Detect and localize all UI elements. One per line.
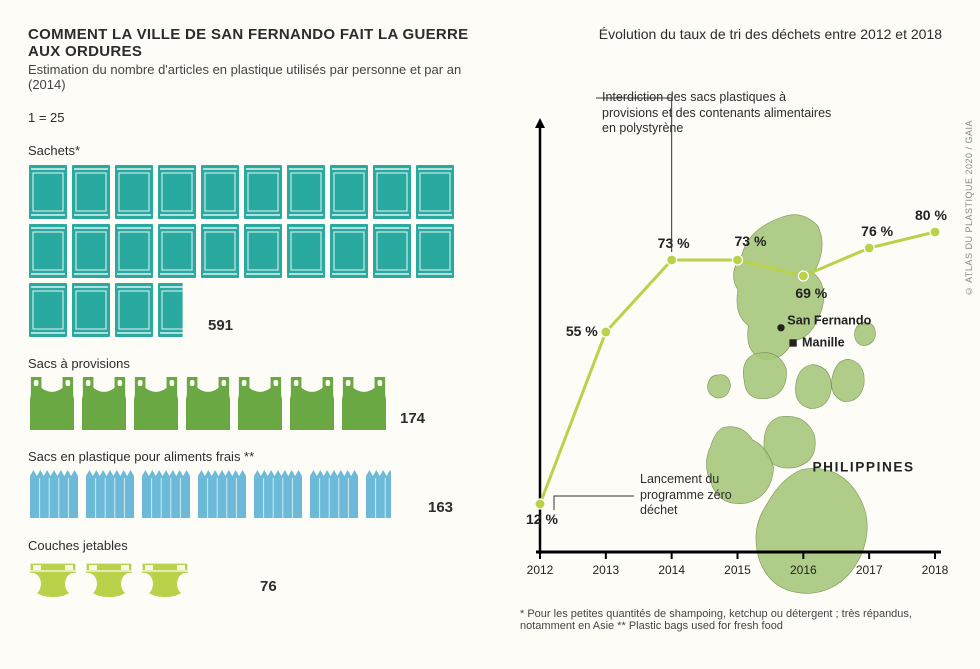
sachet-icon bbox=[71, 282, 111, 338]
sachet-icon bbox=[200, 164, 240, 220]
bag-icon bbox=[340, 377, 388, 431]
sachet-icon bbox=[200, 223, 240, 279]
diaper-icon bbox=[196, 559, 246, 599]
bag-icon bbox=[236, 377, 284, 431]
data-point bbox=[535, 499, 545, 509]
sachet-icon bbox=[114, 164, 154, 220]
icon-row: 591 bbox=[28, 164, 458, 338]
bag-icon bbox=[28, 377, 76, 431]
data-point bbox=[601, 327, 611, 337]
icon-row: 174 bbox=[28, 377, 493, 431]
category-sachets: Sachets* 591 bbox=[28, 143, 493, 338]
bag-icon bbox=[132, 377, 180, 431]
diaper-icon bbox=[140, 559, 190, 599]
x-tick-label: 2016 bbox=[790, 563, 817, 577]
x-tick-label: 2015 bbox=[724, 563, 751, 577]
category-count: 76 bbox=[260, 578, 277, 595]
freshbag-icon bbox=[308, 470, 360, 520]
sachet-icon bbox=[329, 223, 369, 279]
footnote: * Pour les petites quantités de shampoin… bbox=[520, 608, 950, 632]
freshbag-icon bbox=[364, 470, 416, 520]
data-point bbox=[798, 271, 808, 281]
chart-annotation: Lancement du programme zéro déchet bbox=[640, 472, 750, 519]
subtitle: Estimation du nombre d'articles en plast… bbox=[28, 62, 493, 92]
diaper-icon bbox=[28, 559, 78, 599]
point-label: 55 % bbox=[566, 323, 598, 339]
main-title: COMMENT LA VILLE DE SAN FERNANDO FAIT LA… bbox=[28, 26, 493, 60]
sachet-icon bbox=[329, 164, 369, 220]
x-tick-label: 2014 bbox=[658, 563, 685, 577]
point-label: 80 % bbox=[915, 207, 947, 223]
scale-note: 1 = 25 bbox=[28, 110, 493, 125]
freshbag-icon bbox=[28, 470, 80, 520]
category-label: Sacs en plastique pour aliments frais ** bbox=[28, 449, 493, 464]
sachet-icon bbox=[243, 164, 283, 220]
point-label: 69 % bbox=[795, 285, 827, 301]
category-count: 591 bbox=[208, 317, 233, 334]
sachet-icon bbox=[28, 223, 68, 279]
data-point bbox=[864, 243, 874, 253]
category-label: Couches jetables bbox=[28, 538, 493, 553]
sachet-icon bbox=[28, 282, 68, 338]
sachet-icon bbox=[243, 223, 283, 279]
category-label: Sacs à provisions bbox=[28, 356, 493, 371]
freshbag-icon bbox=[252, 470, 304, 520]
chart-title: Évolution du taux de tri des déchets ent… bbox=[520, 26, 950, 42]
diaper-icon bbox=[84, 559, 134, 599]
line-chart: San Fernando Manille PHILIPPINES 2012 2013 20… bbox=[520, 42, 950, 602]
city-manille: Manille bbox=[802, 336, 845, 350]
sachet-icon bbox=[286, 164, 326, 220]
credit: © ATLAS DU PLASTIQUE 2020 / GAIA bbox=[964, 120, 974, 296]
sachet-icon bbox=[372, 164, 412, 220]
point-label: 73 % bbox=[658, 235, 690, 251]
sachet-icon bbox=[415, 223, 455, 279]
freshbag-icon bbox=[196, 470, 248, 520]
category-count: 174 bbox=[400, 410, 425, 427]
sachet-icon bbox=[157, 223, 197, 279]
category-bags: Sacs à provisions 174 bbox=[28, 356, 493, 431]
point-label: 73 % bbox=[735, 233, 767, 249]
icon-row: 76 bbox=[28, 559, 493, 599]
bag-icon bbox=[184, 377, 232, 431]
x-tick-label: 2013 bbox=[592, 563, 619, 577]
x-tick-label: 2018 bbox=[922, 563, 949, 577]
sachet-icon bbox=[286, 223, 326, 279]
icon-row: 163 bbox=[28, 470, 493, 520]
x-tick-label: 2017 bbox=[856, 563, 883, 577]
data-point bbox=[733, 255, 743, 265]
category-label: Sachets* bbox=[28, 143, 493, 158]
sachet-icon bbox=[114, 282, 154, 338]
sachet-icon bbox=[71, 164, 111, 220]
x-tick-label: 2012 bbox=[527, 563, 554, 577]
sachet-icon bbox=[157, 164, 197, 220]
data-point bbox=[930, 227, 940, 237]
freshbag-icon bbox=[140, 470, 192, 520]
category-count: 163 bbox=[428, 499, 453, 516]
sachet-icon bbox=[71, 223, 111, 279]
sachet-icon bbox=[28, 164, 68, 220]
bag-icon bbox=[80, 377, 128, 431]
category-freshbags: Sacs en plastique pour aliments frais **… bbox=[28, 449, 493, 520]
point-label: 76 % bbox=[861, 223, 893, 239]
sachet-icon bbox=[372, 223, 412, 279]
country-label: PHILIPPINES bbox=[813, 460, 915, 475]
category-diapers: Couches jetables 76 bbox=[28, 538, 493, 599]
data-point bbox=[667, 255, 677, 265]
sachet-icon bbox=[157, 282, 197, 338]
sachet-icon bbox=[415, 164, 455, 220]
sachet-icon bbox=[114, 223, 154, 279]
chart-annotation: Interdiction des sacs plastiques à provi… bbox=[602, 90, 832, 137]
bag-icon bbox=[288, 377, 336, 431]
city-san-fernando: San Fernando bbox=[787, 314, 871, 328]
freshbag-icon bbox=[84, 470, 136, 520]
point-label: 12 % bbox=[526, 511, 558, 527]
